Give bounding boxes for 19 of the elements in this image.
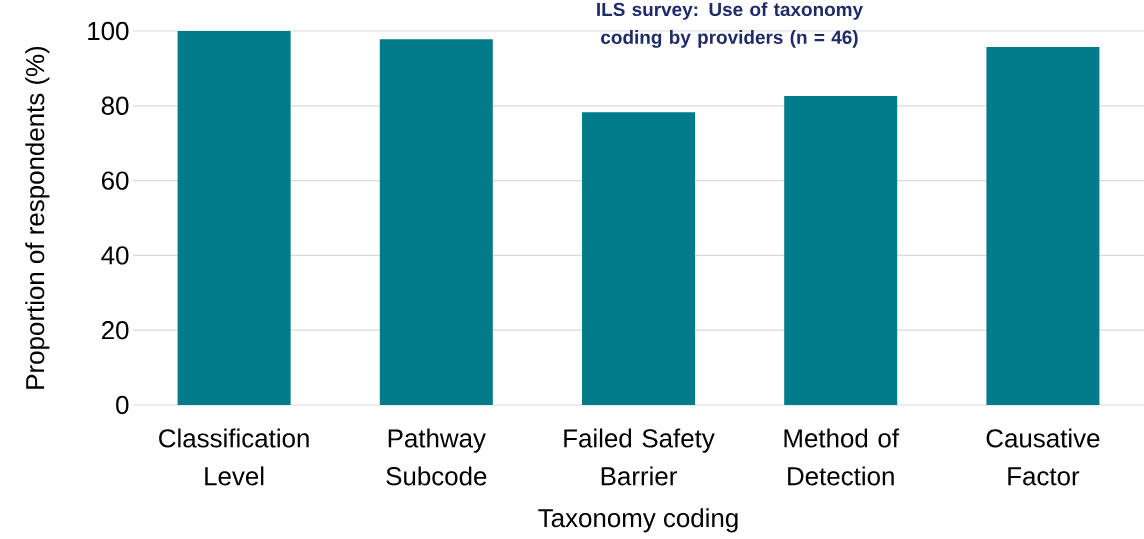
bar [177, 31, 291, 405]
y-tick-label: 0 [116, 395, 129, 415]
y-tick-label: 40 [101, 246, 129, 265]
bar [784, 96, 898, 405]
bar [379, 39, 493, 405]
x-axis-title: Taxonomy coding [538, 508, 738, 533]
x-tick-label: Classification Level [159, 428, 309, 486]
x-tick-label: Method of Detection [784, 428, 900, 486]
y-tick-label: 100 [88, 21, 129, 41]
y-tick-label: 20 [101, 321, 129, 340]
bar [986, 47, 1100, 405]
x-tick-label: Causative Factor [986, 428, 1100, 486]
y-axis-title: Proportion of respondents (%) [25, 46, 50, 389]
chart-title: ILS survey: Use of taxonomy coding by providers (n = 46) [597, 2, 863, 48]
x-tick-label: Pathway Subcode [386, 428, 487, 486]
x-tick-label: Failed Safety Barrier [564, 428, 715, 486]
y-tick-label: 80 [101, 96, 129, 115]
y-tick-label: 60 [101, 171, 129, 190]
bar [582, 112, 695, 405]
